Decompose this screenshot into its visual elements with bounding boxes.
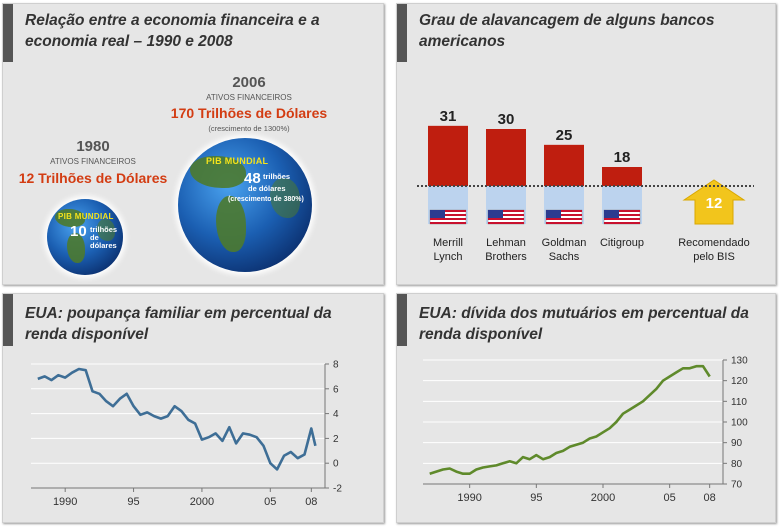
bar-0 xyxy=(428,125,468,186)
globe-1980: PIB MUNDIAL 10 trilhões de dólares xyxy=(47,199,123,275)
leverage-bar-chart: 31 Merrill Lynch 30 Lehman Brothers 25 Goldman S… xyxy=(417,108,754,263)
panel4-title: EUA: dívida dos mutuários em percentual … xyxy=(419,305,749,343)
debt-xtick-label-2: 2000 xyxy=(591,492,615,504)
savings-xtick-label-3: 05 xyxy=(264,496,276,508)
gdp-growth-2006: (crescimento de 380%) xyxy=(228,196,304,203)
savings-line-chart: -2 0 2 4 6 8 1990 95 2000 05 08 xyxy=(31,360,342,508)
savings-ytick-label-4: 6 xyxy=(333,384,339,395)
panel-financial-vs-real: Relação entre a economia financeira e a … xyxy=(2,3,384,285)
recommended-value-label: 12 xyxy=(706,195,723,212)
debt-ytick-label-0: 70 xyxy=(731,480,743,491)
debt-xtick-label-1: 95 xyxy=(530,492,542,504)
savings-ytick-label-1: 0 xyxy=(333,459,339,470)
debt-series-line xyxy=(429,364,711,475)
debt-xtick-label-4: 08 xyxy=(704,492,716,504)
category-label-2-0: Goldman xyxy=(542,237,587,249)
category-label-3-0: Citigroup xyxy=(600,237,644,249)
savings-xtick-label-1: 95 xyxy=(127,496,139,508)
bar-value-label-2: 25 xyxy=(556,127,573,144)
category-label-0-1: Lynch xyxy=(434,251,463,263)
savings-ytick-label-5: 8 xyxy=(333,360,339,371)
savings-xtick-label-0: 1990 xyxy=(53,496,77,508)
panel2-title: Grau de alavancagem de alguns bancos ame… xyxy=(419,12,715,50)
bar-value-label-1: 30 xyxy=(498,111,515,128)
title-accent-bar xyxy=(3,294,13,346)
category-label-1-1: Brothers xyxy=(485,251,527,263)
gdp-number-2006: 48 xyxy=(244,170,261,187)
gdp-number-1980: 10 xyxy=(70,223,87,240)
gdp-label-2006: PIB MUNDIAL xyxy=(206,156,269,166)
us-flag-icon-1 xyxy=(487,209,525,225)
savings-xtick-label-4: 08 xyxy=(305,496,317,508)
debt-ytick-label-4: 110 xyxy=(731,397,747,408)
year-2006: 2006 xyxy=(232,74,266,91)
debt-line-chart: 70 80 90 100 110 120 130 1990 95 2000 05 08 xyxy=(423,356,748,504)
globe-2006: PIB MUNDIAL 48 trilhões de dólares (cres… xyxy=(178,138,312,272)
savings-xtick-label-2: 2000 xyxy=(190,496,214,508)
assets-label-2006: ATIVOS FINANCEIROS xyxy=(206,93,292,102)
bar-3 xyxy=(602,167,642,186)
title-accent-bar xyxy=(397,294,407,346)
savings-ytick-label-2: 2 xyxy=(333,434,339,445)
assets-value-1980: 12 Trilhões de Dólares xyxy=(18,170,168,186)
panel-bank-leverage: Grau de alavancagem de alguns bancos ame… xyxy=(396,3,776,285)
savings-ytick-label-0: -2 xyxy=(333,484,342,495)
panel-borrower-debt: EUA: dívida dos mutuários em percentual … xyxy=(396,293,776,523)
us-flag-icon-3 xyxy=(603,209,641,225)
debt-ytick-label-2: 90 xyxy=(731,438,743,449)
assets-label-1980: ATIVOS FINANCEIROS xyxy=(50,157,136,166)
category-label-4-0: Recomendado xyxy=(678,237,750,249)
gdp-unit-line2-2006: de dólares xyxy=(248,184,286,193)
title-accent-bar xyxy=(397,4,407,62)
debt-xtick-label-0: 1990 xyxy=(457,492,481,504)
debt-xtick-label-3: 05 xyxy=(664,492,676,504)
category-label-4-1: pelo BIS xyxy=(693,251,735,263)
gdp-label-1980: PIB MUNDIAL xyxy=(58,212,114,221)
recommended-arrow xyxy=(682,179,746,225)
us-flag-icon-0 xyxy=(429,209,467,225)
panel1-title: Relação entre a economia financeira e a … xyxy=(25,12,320,50)
category-label-2-1: Sachs xyxy=(549,251,580,263)
gdp-unit-1980: trilhões de dólares xyxy=(90,225,118,250)
panel-household-savings: EUA: poupança familiar em percentual da … xyxy=(2,293,384,523)
assets-value-2006: 170 Trilhões de Dólares xyxy=(170,105,328,121)
savings-series-line xyxy=(37,367,317,471)
debt-ytick-label-5: 120 xyxy=(731,376,748,387)
category-label-1-0: Lehman xyxy=(486,237,526,249)
bar-value-label-0: 31 xyxy=(440,108,457,125)
assets-growth-2006: (crescimento de 1300%) xyxy=(208,124,290,133)
savings-ytick-label-3: 4 xyxy=(333,409,339,420)
debt-ytick-label-1: 80 xyxy=(731,459,743,470)
bar-1 xyxy=(486,129,526,186)
debt-ytick-label-3: 100 xyxy=(731,418,748,429)
us-flag-icon-2 xyxy=(545,209,583,225)
debt-ytick-label-6: 130 xyxy=(731,356,748,367)
bar-value-label-3: 18 xyxy=(614,149,631,166)
title-accent-bar xyxy=(3,4,13,62)
year-1980: 1980 xyxy=(76,138,110,155)
category-label-0-0: Merrill xyxy=(433,237,463,249)
panel3-title: EUA: poupança familiar em percentual da … xyxy=(25,305,332,343)
bar-2 xyxy=(544,144,584,186)
gdp-unit-line1-2006: trilhões xyxy=(263,172,291,181)
